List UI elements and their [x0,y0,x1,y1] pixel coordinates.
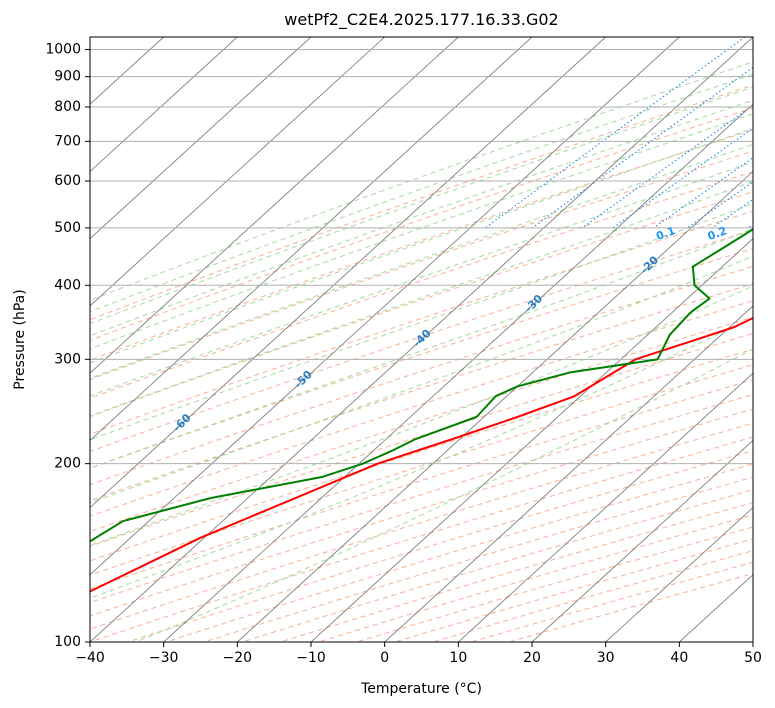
moist-adiabat-line [90,161,753,397]
x-axis-ticks: −40 −30 −20 −10 0 10 20 30 40 50 [75,642,762,666]
y-tick-label: 1000 [45,42,81,58]
moist-adiabat-line [90,127,753,364]
isotherm-line [90,37,753,642]
mixing-ratio-label: 0.1 [654,224,677,243]
x-tick-label: 50 [744,650,762,666]
dry-adiabat-line [90,150,753,381]
moist-adiabat-line [90,255,753,504]
x-tick-label: 30 [597,650,615,666]
y-tick-label: 800 [54,99,81,115]
isotherm-line [310,238,753,642]
isotherm-line [90,37,238,173]
isotherm-line [163,103,753,642]
x-tick-label: 10 [449,650,467,666]
y-tick-label: 200 [54,456,81,472]
moist-adiabats [90,61,753,642]
moist-adiabat-line [90,203,753,441]
dry-adiabat-line [90,332,753,547]
plot-area: -100-90-80-70-60-50-40-30-20-100.10.20.4… [90,37,770,642]
dry-adiabat-line [90,171,753,399]
x-tick-label: −10 [296,650,326,666]
y-tick-label: 900 [54,69,81,85]
dry-adiabat-line [90,393,753,604]
x-tick-label: −40 [75,650,105,666]
mixing-ratio-line [485,37,746,229]
dry-adiabat-line [90,247,753,469]
y-axis-ticks: 100 200 300 400 500 600 700 800 900 1000 [45,42,90,650]
sounding-traces [90,228,753,593]
dry-adiabat-line [90,348,753,562]
moist-adiabat-line [90,143,753,380]
isotherm-line [384,305,753,642]
moist-adiabat-line [90,285,753,547]
mixing-ratio-lines [485,37,753,229]
isotherm-line [90,37,459,374]
mixing-ratio-line [531,66,753,229]
y-tick-label: 300 [54,351,81,367]
isotherm-line [90,37,385,307]
y-tick-label: 600 [54,173,81,189]
temperature-trace [90,316,753,593]
x-tick-label: −20 [223,650,253,666]
y-tick-label: 400 [54,277,81,293]
x-tick-label: 40 [670,650,688,666]
dewpoint-trace [90,228,753,543]
plot-frame [89,36,754,643]
dry-adiabat-line [90,379,753,590]
dry-adiabat-line [90,283,753,502]
isotherms [90,37,753,642]
isotherm-label: -10 [747,221,770,244]
isotherm-line [90,37,606,509]
isotherm-line [90,37,533,441]
mixing-ratio-line [653,157,753,229]
x-tick-label: 20 [523,650,541,666]
mixing-ratio-label: 0.2 [706,224,729,243]
y-tick-label: 500 [54,220,81,236]
isotherm-line [90,37,312,240]
y-tick-label: 700 [54,133,81,149]
isobars [90,49,753,642]
moist-adiabat-line [90,99,753,337]
chart-title: wetPf2_C2E4.2025.177.16.33.G02 [284,10,558,30]
moist-adiabat-line [90,86,753,325]
isotherm-line [90,37,680,576]
isotherm-line [531,439,753,642]
isotherm-line [605,506,753,642]
dry-adiabat-line [90,210,753,435]
x-tick-label: 0 [380,650,389,666]
isotherm-line [237,170,753,642]
x-tick-label: −30 [149,650,179,666]
dry-adiabat-line [90,84,753,321]
x-axis-label: Temperature (°C) [360,681,482,697]
moist-adiabat-line [90,180,753,417]
y-tick-label: 100 [54,634,81,650]
dry-adiabat-line [90,300,753,517]
y-axis-label: Pressure (hPa) [12,289,28,389]
isotherm-line [458,372,753,642]
